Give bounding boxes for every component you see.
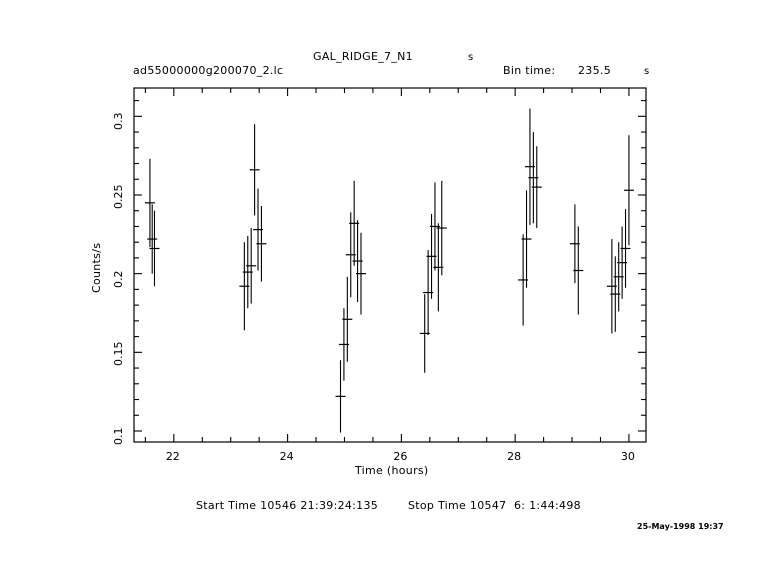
y-tick-label: 0.2 bbox=[112, 270, 125, 288]
data-point bbox=[573, 226, 584, 315]
plot-frame bbox=[133, 87, 647, 443]
data-series bbox=[144, 108, 634, 433]
data-point bbox=[531, 146, 542, 229]
x-tick-label: 26 bbox=[393, 450, 408, 463]
data-point bbox=[355, 232, 366, 315]
data-point bbox=[436, 180, 447, 276]
data-point bbox=[256, 206, 267, 282]
data-point bbox=[620, 209, 631, 288]
x-axis-title: Time (hours) bbox=[355, 464, 429, 477]
data-point bbox=[335, 360, 346, 433]
y-tick-label: 0.1 bbox=[112, 427, 125, 445]
data-point bbox=[144, 158, 155, 247]
bin-time-label: Bin time: bbox=[503, 64, 556, 77]
x-tick-label: 28 bbox=[507, 450, 522, 463]
data-point bbox=[342, 276, 353, 362]
x-tick-label: 30 bbox=[620, 450, 635, 463]
y-tick-label: 0.15 bbox=[112, 341, 125, 367]
data-point bbox=[623, 135, 634, 246]
date-stamp: 25-May-1998 19:37 bbox=[637, 522, 724, 531]
y-axis-title: Counts/s bbox=[90, 242, 103, 293]
data-point bbox=[147, 204, 158, 274]
bin-time-unit: s bbox=[644, 66, 650, 77]
bin-time-value: 235.5 bbox=[578, 64, 611, 77]
x-tick-label: 22 bbox=[165, 450, 180, 463]
source-filename: ad55000000g200070_2.lc bbox=[133, 64, 284, 77]
data-point bbox=[521, 190, 532, 288]
plot-title: GAL_RIDGE_7_N1 bbox=[313, 50, 413, 63]
start-time-label: Start Time 10546 21:39:24:135 bbox=[196, 499, 379, 512]
x-tick-label: 24 bbox=[279, 450, 294, 463]
data-point bbox=[149, 210, 160, 287]
y-tick-label: 0.25 bbox=[112, 184, 125, 209]
data-point bbox=[246, 228, 257, 304]
stop-time-label: Stop Time 10547 6: 1:44:498 bbox=[408, 499, 581, 512]
plot-title-unit: s bbox=[468, 52, 474, 63]
y-tick-label: 0.3 bbox=[112, 112, 125, 131]
data-point bbox=[249, 124, 260, 216]
